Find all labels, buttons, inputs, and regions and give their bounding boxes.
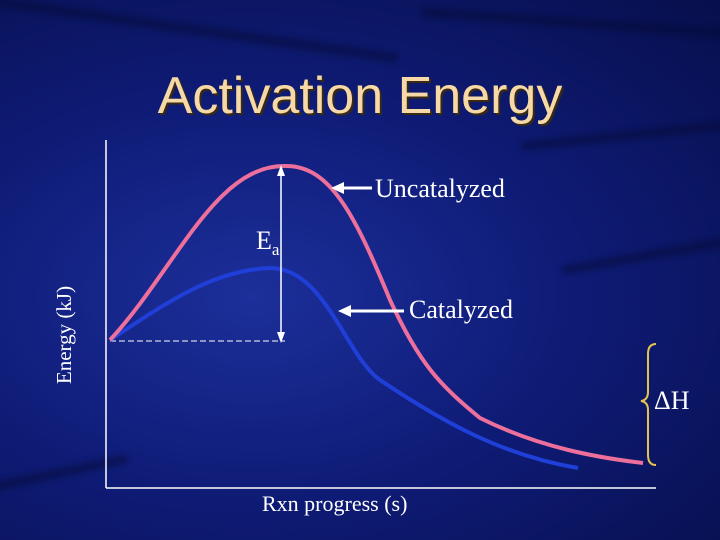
activation-energy-arrow-head-top	[277, 165, 285, 176]
x-axis-label: Rxn progress (s)	[262, 491, 408, 516]
catalyzed-pointer-arrow-head	[338, 305, 351, 317]
y-axis-label: Energy (kJ)	[52, 285, 76, 385]
uncatalyzed-pointer-arrow-head	[331, 182, 344, 194]
enthalpy-brace	[640, 343, 657, 466]
uncatalyzed-label: Uncatalyzed	[375, 174, 505, 203]
catalyzed-label: Catalyzed	[409, 295, 513, 324]
activation-energy-arrow-head-bottom	[277, 332, 285, 343]
enthalpy-label: ΔH	[654, 386, 690, 415]
catalyzed-curve	[108, 265, 579, 470]
uncatalyzed-curve	[108, 163, 644, 465]
activation-energy-subscript: a	[271, 240, 280, 260]
activation-energy-label: Ea	[256, 226, 279, 260]
slide-title: Activation Energy	[157, 67, 563, 125]
activation-energy-symbol: E	[256, 226, 272, 255]
